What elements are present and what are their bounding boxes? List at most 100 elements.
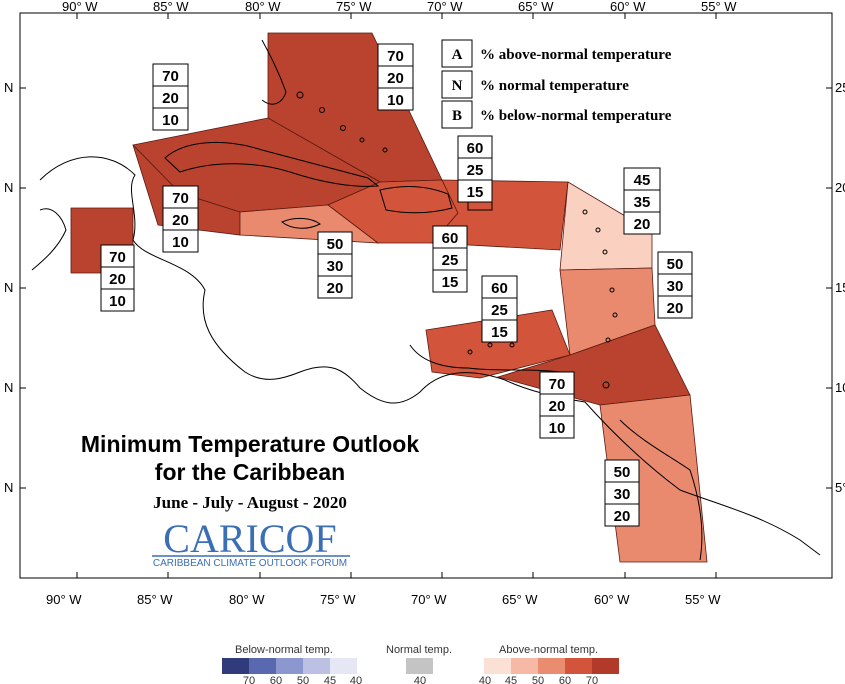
prob-normal: 20 — [549, 398, 566, 415]
coastline-guyana — [619, 419, 703, 561]
map-title: Minimum Temperature Outlook for the Cari… — [81, 431, 419, 512]
prob-above: 50 — [327, 236, 344, 253]
swatch-above-60 — [565, 658, 592, 674]
prob-normal: 20 — [109, 271, 126, 288]
prob-normal: 20 — [172, 212, 189, 229]
prob-box-guianas: 50 30 20 — [604, 459, 640, 527]
lat-labels-right: 25° 20° 15° 10° 5° — [835, 80, 845, 495]
prob-normal: 20 — [162, 90, 179, 107]
colorbar-tick: 45 — [324, 675, 336, 684]
lat-label: 15° — [835, 280, 845, 295]
prob-box-cayman: 70 20 10 — [162, 185, 199, 253]
colorbar-tick: 70 — [243, 675, 255, 684]
coastlines — [31, 39, 821, 561]
lon-label: 90° W — [46, 592, 82, 607]
coastline-central-america — [39, 156, 821, 556]
prob-above: 70 — [549, 376, 566, 393]
prob-box-trinidad: 70 20 10 — [539, 371, 575, 439]
prob-below: 10 — [387, 92, 404, 109]
logo-wordmark: CARICOF — [163, 516, 336, 561]
lat-label: N — [4, 80, 13, 95]
colorbar-tick: 40 — [350, 675, 362, 684]
lat-label: 25° — [835, 80, 845, 95]
coastline-jamaica — [281, 217, 321, 229]
lat-label: N — [4, 380, 13, 395]
lat-label: N — [4, 480, 13, 495]
prob-box-puerto-rico: 60 25 15 — [432, 225, 468, 293]
prob-normal: 30 — [667, 278, 684, 295]
prob-above: 50 — [667, 256, 684, 273]
prob-below: 15 — [491, 324, 508, 341]
lat-label: N — [4, 180, 13, 195]
legend-letter-b: B — [452, 108, 462, 124]
prob-box-jamaica: 50 30 20 — [317, 231, 353, 299]
prob-normal: 20 — [387, 70, 404, 87]
prob-above: 60 — [491, 280, 508, 297]
colorbar-tick: 50 — [297, 675, 309, 684]
swatch-above-45 — [511, 658, 538, 674]
swatch-normal-40 — [406, 658, 433, 674]
prob-above: 45 — [634, 172, 651, 189]
prob-below: 15 — [442, 274, 459, 291]
prob-normal: 25 — [467, 162, 484, 179]
legend-text-n: % normal temperature — [480, 78, 629, 94]
colorbar-above-label: Above-normal temp. — [499, 644, 598, 656]
lon-label: 75° W — [336, 0, 372, 14]
swatch-above-50 — [538, 658, 565, 674]
prob-box-bahamas: 70 20 10 — [377, 43, 414, 111]
lon-label: 90° W — [62, 0, 98, 14]
lon-label: 65° W — [518, 0, 554, 14]
colorbar-tick: 60 — [559, 675, 571, 684]
prob-normal: 35 — [634, 194, 651, 211]
prob-below: 20 — [634, 216, 651, 233]
prob-below: 10 — [109, 293, 126, 310]
swatch-below-45 — [303, 658, 330, 674]
prob-below: 20 — [667, 300, 684, 317]
lon-label: 70° W — [427, 0, 463, 14]
colorbar: Below-normal temp. Normal temp. Above-no… — [222, 644, 619, 684]
map-frame — [19, 12, 833, 579]
prob-normal: 25 — [491, 302, 508, 319]
frame-ticks — [20, 13, 832, 578]
prob-above: 60 — [442, 230, 459, 247]
lon-label: 65° W — [502, 592, 538, 607]
lon-label: 85° W — [153, 0, 189, 14]
lon-label: 80° W — [245, 0, 281, 14]
caricof-logo: CARICOF CARIBBEAN CLIMATE OUTLOOK FORUM — [152, 516, 350, 569]
prob-above: 70 — [387, 48, 404, 65]
prob-below: 10 — [162, 112, 179, 129]
prob-box-leeward-islands: 45 35 20 — [623, 167, 661, 235]
lon-label: 55° W — [701, 0, 737, 14]
island-marks — [296, 91, 618, 389]
legend-letter-n: N — [452, 78, 463, 94]
coastline-hispaniola — [379, 186, 453, 214]
lon-labels-bottom: 90° W 85° W 80° W 75° W 70° W 65° W 60° … — [46, 592, 721, 607]
colorbar-tick: 70 — [586, 675, 598, 684]
lon-labels-top: 90° W 85° W 80° W 75° W 70° W 65° W 60° … — [62, 0, 737, 14]
legend-text-a: % above-normal temperature — [480, 47, 672, 63]
swatch-above-40 — [484, 658, 511, 674]
prob-box-hispaniola: 60 25 15 — [457, 135, 493, 203]
lon-label: 60° W — [610, 0, 646, 14]
prob-below: 20 — [327, 280, 344, 297]
colorbar-tick: 40 — [479, 675, 491, 684]
lon-label: 80° W — [229, 592, 265, 607]
title-line-2: for the Caribbean — [155, 459, 345, 485]
title-line-1: Minimum Temperature Outlook — [81, 431, 419, 457]
swatch-below-60 — [249, 658, 276, 674]
legend-text-b: % below-normal temperature — [480, 108, 672, 124]
coastline-florida — [261, 39, 287, 105]
lon-label: 70° W — [411, 592, 447, 607]
colorbar-below-label: Below-normal temp. — [235, 644, 333, 656]
prob-box-belize: 70 20 10 — [100, 244, 135, 312]
colorbar-tick: 40 — [414, 675, 426, 684]
coastline-yucatan — [31, 208, 67, 271]
prob-above: 70 — [109, 249, 126, 266]
region-abc-islands — [425, 309, 571, 379]
lat-label: 10° — [835, 380, 845, 395]
legend-letter-a: A — [452, 47, 463, 63]
prob-normal: 30 — [614, 486, 631, 503]
prob-box-abc-islands: 60 25 15 — [481, 275, 518, 343]
lon-label: 60° W — [594, 592, 630, 607]
